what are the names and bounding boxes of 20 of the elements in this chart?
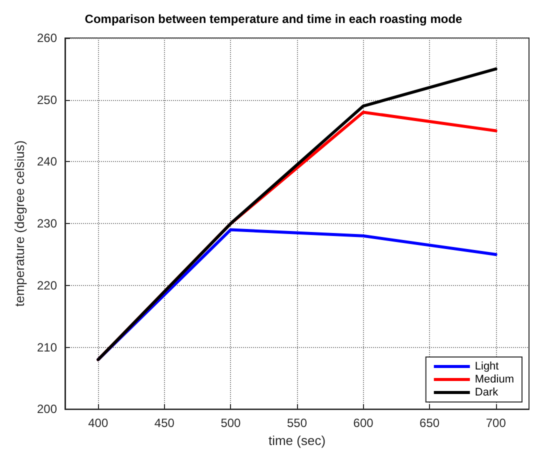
x-tick-label: 650 — [420, 416, 440, 430]
x-tick-label: 500 — [220, 416, 242, 430]
y-tick-label: 240 — [36, 154, 58, 169]
x-tick-label: 550 — [286, 416, 308, 430]
y-tick-label: 230 — [36, 216, 58, 231]
x-tick-label: 600 — [353, 416, 374, 430]
x-tick-label: 700 — [486, 416, 506, 430]
legend-label: Medium — [474, 374, 514, 386]
y-tick-label: 200 — [36, 402, 58, 416]
chart-title: Comparison between temperature and time in each roasting mode — [84, 12, 463, 26]
y-tick-label: 260 — [36, 31, 58, 45]
y-axis-title: temperature (degree celsius) — [12, 140, 28, 307]
y-tick-label: 210 — [36, 340, 58, 354]
x-tick-label: 450 — [154, 416, 175, 430]
x-axis-title: time (sec) — [268, 433, 326, 448]
y-tick-label: 250 — [36, 92, 58, 107]
y-tick-label: 220 — [36, 278, 58, 292]
legend-label: Dark — [474, 386, 499, 398]
legend-label: Light — [474, 360, 499, 372]
x-tick-label: 400 — [88, 416, 108, 430]
